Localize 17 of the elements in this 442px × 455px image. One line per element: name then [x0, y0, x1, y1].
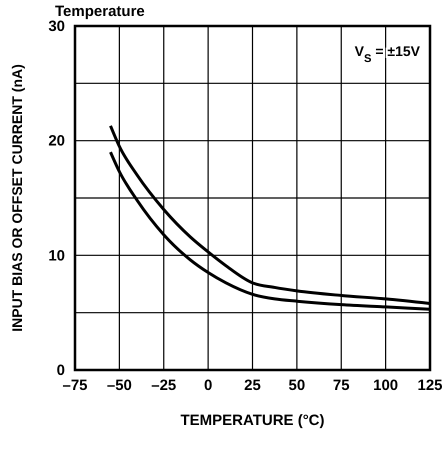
y-tick-label: 20 [48, 132, 65, 150]
x-tick-label: –75 [62, 377, 88, 394]
x-tick-label: 50 [288, 377, 306, 394]
y-axis-title: INPUT BIAS OR OFFSET CURRENT (nA) [9, 64, 25, 332]
x-axis-title: TEMPERATURE (°C) [180, 412, 325, 429]
x-tick-label: –25 [151, 377, 176, 394]
x-tick-label: 100 [373, 377, 398, 394]
chart-title: Temperature [55, 3, 145, 20]
y-tick-label: 30 [48, 18, 65, 35]
x-tick-label: 25 [244, 377, 261, 394]
x-tick-label: 0 [204, 377, 212, 394]
x-tick-label: –50 [106, 377, 132, 394]
y-tick-label: 0 [56, 362, 65, 379]
y-tick-label: 10 [48, 247, 65, 264]
x-tick-label: 125 [417, 377, 442, 394]
annotation: V$_{S}$ = ±15V [354, 43, 421, 65]
x-tick-label: 75 [332, 377, 350, 394]
